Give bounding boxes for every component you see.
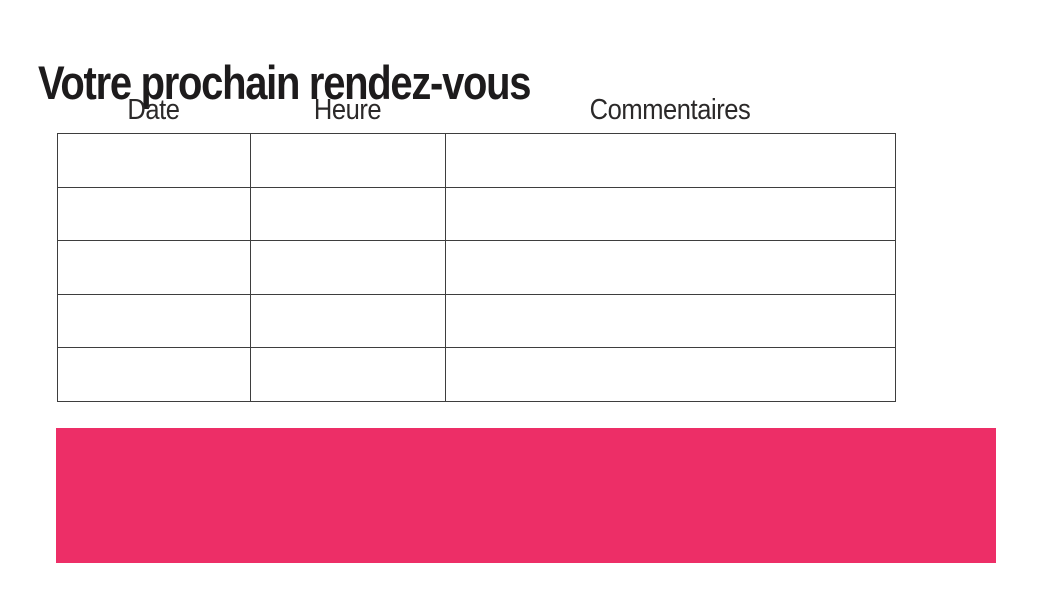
- table-cell-date: [57, 293, 251, 348]
- table-cell-heure: [250, 347, 446, 402]
- table-cell-commentaires: [445, 186, 896, 241]
- appointments-table: [57, 133, 896, 402]
- table-row: [57, 186, 896, 241]
- footer-banner: [56, 428, 996, 563]
- table-row: [57, 347, 896, 402]
- table-row: [57, 133, 896, 188]
- column-header-commentaires: Commentaires: [589, 93, 751, 126]
- table-row: [57, 293, 896, 348]
- table-cell-commentaires: [445, 347, 896, 402]
- table-cell-heure: [250, 133, 446, 188]
- table-cell-date: [57, 186, 251, 241]
- table-cell-date: [57, 133, 251, 188]
- table-cell-heure: [250, 186, 446, 241]
- table-cell-commentaires: [445, 240, 896, 295]
- column-header-date: Date: [127, 93, 180, 126]
- table-row: [57, 240, 896, 295]
- table-cell-date: [57, 240, 251, 295]
- table-cell-heure: [250, 293, 446, 348]
- table-cell-commentaires: [445, 133, 896, 188]
- table-cell-commentaires: [445, 293, 896, 348]
- table-header-row: Date Heure Commentaires: [57, 90, 895, 130]
- table-cell-date: [57, 347, 251, 402]
- page-title: Votre prochain rendez-vous: [38, 56, 531, 110]
- table-cell-heure: [250, 240, 446, 295]
- column-header-heure: Heure: [313, 93, 382, 126]
